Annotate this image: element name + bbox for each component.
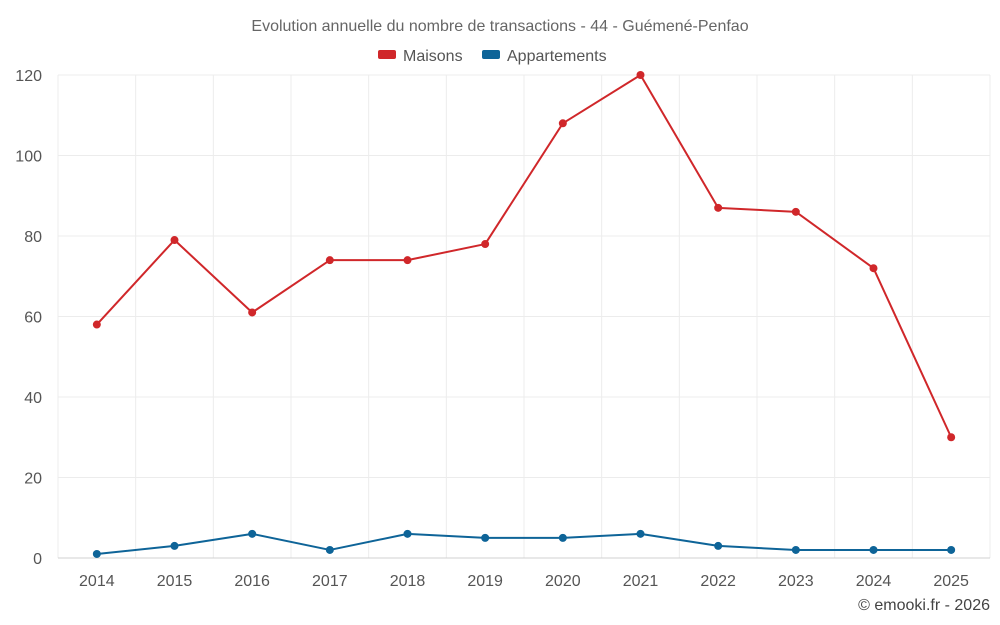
y-tick-label: 20 [24, 471, 42, 488]
data-point-appartements[interactable] [248, 529, 257, 538]
data-point-appartements[interactable] [170, 541, 179, 550]
series-appartements [92, 529, 956, 558]
legend-swatch-appartements [482, 50, 500, 59]
series-line-appartements [96, 532, 952, 555]
legend: Maisons Appartements [378, 48, 607, 65]
data-point-appartements[interactable] [947, 545, 956, 554]
data-point-appartements[interactable] [558, 533, 567, 542]
data-point-appartements[interactable] [481, 533, 490, 542]
data-point-appartements[interactable] [869, 545, 878, 554]
y-tick-label: 100 [15, 149, 42, 166]
data-point-maisons[interactable] [947, 433, 956, 442]
data-point-maisons[interactable] [248, 308, 257, 317]
y-tick-label: 80 [24, 229, 42, 246]
x-tick-label: 2025 [933, 573, 969, 590]
legend-swatch-maisons [378, 50, 396, 59]
chart-title: Evolution annuelle du nombre de transact… [251, 18, 748, 35]
legend-item-appartements[interactable]: Appartements [482, 48, 607, 65]
y-tick-label: 120 [15, 68, 42, 85]
data-point-appartements[interactable] [636, 529, 645, 538]
series-maisons [92, 71, 956, 442]
x-tick-label: 2024 [856, 573, 892, 590]
data-point-maisons[interactable] [92, 320, 101, 329]
data-point-appartements[interactable] [714, 541, 723, 550]
x-tick-label: 2022 [700, 573, 736, 590]
data-point-maisons[interactable] [714, 203, 723, 212]
data-point-maisons[interactable] [481, 240, 490, 249]
data-point-appartements[interactable] [403, 529, 412, 538]
grid [57, 74, 991, 559]
series-line-maisons [96, 74, 953, 438]
legend-item-maisons[interactable]: Maisons [378, 48, 463, 65]
data-point-appartements[interactable] [791, 545, 800, 554]
data-point-maisons[interactable] [325, 256, 334, 265]
y-tick-label: 40 [24, 390, 42, 407]
x-axis-ticks: 2014 2015 2016 2017 2018 2019 2020 2021 2022 2023… [79, 573, 969, 590]
data-point-maisons[interactable] [869, 264, 878, 273]
x-tick-label: 2015 [157, 573, 193, 590]
x-tick-label: 2020 [545, 573, 581, 590]
series-group [92, 71, 956, 558]
legend-label-maisons: Maisons [403, 48, 463, 65]
x-tick-label: 2019 [467, 573, 503, 590]
data-point-maisons[interactable] [403, 256, 412, 265]
x-tick-label: 2017 [312, 573, 348, 590]
x-tick-label: 2014 [79, 573, 115, 590]
x-tick-label: 2023 [778, 573, 814, 590]
y-tick-label: 0 [33, 551, 42, 568]
data-point-appartements[interactable] [325, 545, 334, 554]
x-tick-label: 2016 [234, 573, 270, 590]
data-point-maisons[interactable] [170, 236, 179, 245]
y-tick-label: 60 [24, 310, 42, 327]
data-point-maisons[interactable] [791, 207, 800, 216]
data-point-maisons[interactable] [636, 71, 645, 79]
data-point-appartements[interactable] [92, 549, 101, 558]
data-point-maisons[interactable] [558, 119, 567, 128]
y-axis-ticks: 0 20 40 60 80 100 120 [15, 68, 42, 568]
x-tick-label: 2021 [623, 573, 659, 590]
x-tick-label: 2018 [390, 573, 426, 590]
credit-label: © emooki.fr - 2026 [858, 597, 990, 614]
legend-label-appartements: Appartements [507, 48, 607, 65]
